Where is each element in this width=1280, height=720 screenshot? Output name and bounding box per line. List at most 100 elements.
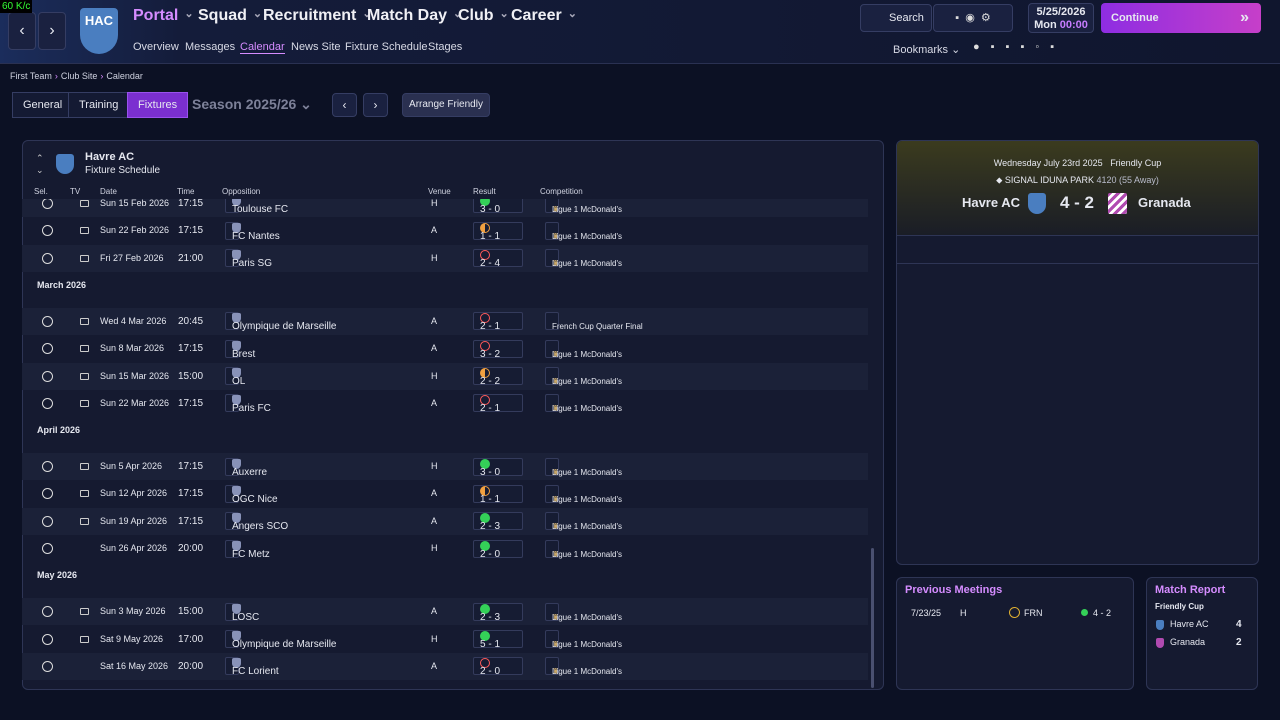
- competition[interactable]: ♜ Ligue 1 McDonald's: [545, 199, 622, 214]
- column-header[interactable]: Competition: [540, 187, 583, 196]
- fixture-row[interactable]: Sun 19 Apr 2026 17:15 Angers SCO A 2 - 3 ♜ Lig…: [22, 507, 868, 535]
- continue-button[interactable]: Continue»: [1101, 3, 1261, 33]
- collapse-toggle[interactable]: ⌃ ⌄: [36, 153, 44, 175]
- scrollbar[interactable]: [871, 548, 874, 688]
- result[interactable]: 5 - 1: [473, 630, 523, 650]
- select-radio[interactable]: [42, 515, 53, 527]
- result[interactable]: 1 - 1: [473, 484, 523, 505]
- select-radio[interactable]: [42, 461, 53, 473]
- fixture-row[interactable]: Sun 12 Apr 2026 17:15 OGC Nice A 1 - 1 ♜ Ligue…: [22, 480, 868, 507]
- column-header[interactable]: Date: [100, 187, 117, 196]
- club-logo[interactable]: HAC: [80, 8, 118, 54]
- column-header[interactable]: Sel.: [34, 187, 48, 196]
- submenu-item[interactable]: Stages: [428, 41, 463, 53]
- fixture-row[interactable]: Sun 26 Apr 2026 20:00 FC Metz H 2 - 0 ♜ Ligue …: [22, 535, 868, 562]
- select-radio[interactable]: [42, 343, 53, 355]
- select-radio[interactable]: [42, 543, 53, 554]
- result[interactable]: 2 - 0: [473, 657, 523, 677]
- select-radio[interactable]: [42, 633, 53, 645]
- submenu-item[interactable]: Overview: [133, 41, 179, 53]
- menu-item[interactable]: Match Day: [367, 7, 462, 25]
- result[interactable]: 2 - 0: [473, 539, 523, 560]
- opponent[interactable]: Toulouse FC: [225, 199, 288, 215]
- result[interactable]: 3 - 2: [473, 339, 523, 360]
- competition[interactable]: ♜ Ligue 1 McDonald's: [545, 221, 622, 241]
- prev-season[interactable]: ‹: [332, 93, 357, 117]
- season-select[interactable]: Season 2025/26 ⌄: [192, 96, 312, 112]
- competition[interactable]: ♜ Ligue 1 McDonald's: [545, 394, 622, 413]
- select-radio[interactable]: [42, 225, 53, 237]
- column-header[interactable]: Venue: [428, 187, 451, 196]
- opponent[interactable]: OL: [225, 367, 245, 387]
- submenu-item[interactable]: News Site: [291, 41, 341, 53]
- opponent[interactable]: LOSC: [225, 602, 259, 623]
- competition[interactable]: ♜ Ligue 1 McDonald's: [545, 602, 622, 622]
- competition[interactable]: ♜ Ligue 1 McDonald's: [545, 512, 622, 531]
- select-radio[interactable]: [42, 252, 53, 264]
- column-header[interactable]: Opposition: [222, 187, 261, 196]
- competition[interactable]: ♜ Ligue 1 McDonald's: [545, 630, 622, 649]
- submenu-item[interactable]: Fixture Schedule: [345, 41, 428, 53]
- competition[interactable]: ♜ Ligue 1 McDonald's: [545, 539, 622, 559]
- opponent[interactable]: FC Nantes: [225, 221, 280, 242]
- fixture-row[interactable]: Fri 27 Feb 2026 21:00 Paris SG H 2 - 4 ♜ Ligue…: [22, 244, 868, 272]
- back-button[interactable]: ‹: [8, 12, 36, 50]
- fixture-row[interactable]: Sun 15 Mar 2026 15:00 OL H 2 - 2 ♜ Ligue 1 McD…: [22, 362, 868, 390]
- tab[interactable]: Fixtures: [127, 92, 189, 118]
- game-date[interactable]: 5/25/2026 Mon 00:00: [1028, 3, 1094, 33]
- menu-item[interactable]: Portal: [133, 7, 194, 25]
- result[interactable]: 2 - 3: [473, 602, 523, 623]
- result[interactable]: 3 - 0: [473, 199, 523, 215]
- fixture-row[interactable]: Sun 22 Mar 2026 17:15 Paris FC A 2 - 1 ♜ Ligue…: [22, 390, 868, 417]
- select-radio[interactable]: [42, 606, 53, 618]
- quick-icons[interactable]: ●▪▪▪◦▪: [973, 41, 1066, 53]
- fixture-row[interactable]: Sun 15 Feb 2026 17:15 Toulouse FC H 3 - 0 ♜ Li…: [22, 199, 868, 217]
- breadcrumb-item[interactable]: First Team: [10, 71, 52, 81]
- breadcrumb-item[interactable]: Calendar: [106, 71, 143, 81]
- select-radio[interactable]: [42, 315, 53, 327]
- arrange-friendly-button[interactable]: Arrange Friendly: [402, 93, 490, 117]
- result[interactable]: 2 - 2: [473, 367, 523, 387]
- bookmarks[interactable]: Bookmarks ⌄: [893, 44, 961, 56]
- result[interactable]: 1 - 1: [473, 221, 523, 242]
- competition[interactable]: ♜ Ligue 1 McDonald's: [545, 457, 622, 477]
- opponent[interactable]: OGC Nice: [225, 484, 278, 505]
- fixture-row[interactable]: Sat 16 May 2026 20:00 FC Lorient A 2 - 0 ♜ Lig…: [22, 652, 868, 680]
- toolbar-icons[interactable]: ▪ ◉ ⚙: [933, 4, 1013, 32]
- opponent[interactable]: Angers SCO: [225, 512, 288, 532]
- submenu-item[interactable]: Messages: [185, 41, 236, 53]
- column-header[interactable]: Result: [473, 187, 496, 196]
- result[interactable]: 2 - 1: [473, 394, 523, 414]
- search-button[interactable]: Search: [860, 4, 932, 32]
- column-header[interactable]: Time: [177, 187, 195, 196]
- competition[interactable]: ♜ Ligue 1 McDonald's: [545, 484, 622, 504]
- result[interactable]: 2 - 1: [473, 312, 523, 332]
- fixture-row[interactable]: Sun 22 Feb 2026 17:15 FC Nantes A 1 - 1 ♜ Ligu…: [22, 217, 868, 244]
- competition[interactable]: ♜ Ligue 1 McDonald's: [545, 657, 622, 676]
- opponent[interactable]: Paris FC: [225, 394, 271, 414]
- menu-item[interactable]: Recruitment: [263, 7, 372, 25]
- select-radio[interactable]: [42, 397, 53, 409]
- forward-button[interactable]: ›: [38, 12, 66, 50]
- fixture-row[interactable]: Sun 5 Apr 2026 17:15 Auxerre H 3 - 0 ♜ Ligue 1…: [22, 453, 868, 481]
- next-season[interactable]: ›: [363, 93, 388, 117]
- menu-item[interactable]: Career: [511, 7, 577, 25]
- select-radio[interactable]: [42, 660, 53, 672]
- fixture-row[interactable]: Sat 9 May 2026 17:00 Olympique de Marseill…: [22, 626, 868, 653]
- select-radio[interactable]: [42, 199, 53, 209]
- fixture-row[interactable]: Sun 8 Mar 2026 17:15 Brest A 3 - 2 ♜ Ligue 1 M…: [22, 335, 868, 362]
- column-header[interactable]: TV: [70, 187, 81, 196]
- competition[interactable]: ♜ Ligue 1 McDonald's: [545, 367, 622, 386]
- opponent[interactable]: FC Metz: [225, 539, 270, 560]
- result[interactable]: 3 - 0: [473, 457, 523, 478]
- menu-item[interactable]: Squad: [198, 7, 262, 25]
- competition[interactable]: ♜ Ligue 1 McDonald's: [545, 339, 622, 359]
- competition[interactable]: ♜ Ligue 1 McDonald's: [545, 249, 622, 268]
- fixture-row[interactable]: Sun 3 May 2026 15:00 LOSC A 2 - 3 ♜ Ligue 1 Mc…: [22, 598, 868, 626]
- opponent[interactable]: Auxerre: [225, 457, 267, 478]
- opponent[interactable]: Paris SG: [225, 249, 272, 269]
- select-radio[interactable]: [42, 370, 53, 382]
- submenu-item[interactable]: Calendar: [240, 41, 285, 54]
- menu-item[interactable]: Club: [458, 7, 509, 25]
- result[interactable]: 2 - 4: [473, 249, 523, 269]
